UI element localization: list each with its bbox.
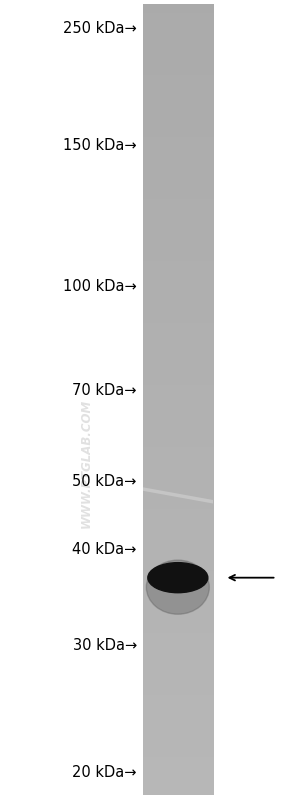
Ellipse shape [148,562,208,593]
Text: WWW.PTGLAB.COM: WWW.PTGLAB.COM [80,399,93,528]
Text: 250 kDa→: 250 kDa→ [63,22,137,36]
Text: 20 kDa→: 20 kDa→ [72,765,137,780]
Text: 70 kDa→: 70 kDa→ [72,384,137,398]
Text: 150 kDa→: 150 kDa→ [63,138,137,153]
Text: 50 kDa→: 50 kDa→ [72,475,137,489]
Text: 40 kDa→: 40 kDa→ [72,543,137,557]
Text: 30 kDa→: 30 kDa→ [73,638,137,653]
Ellipse shape [146,560,209,614]
Text: 100 kDa→: 100 kDa→ [63,280,137,294]
